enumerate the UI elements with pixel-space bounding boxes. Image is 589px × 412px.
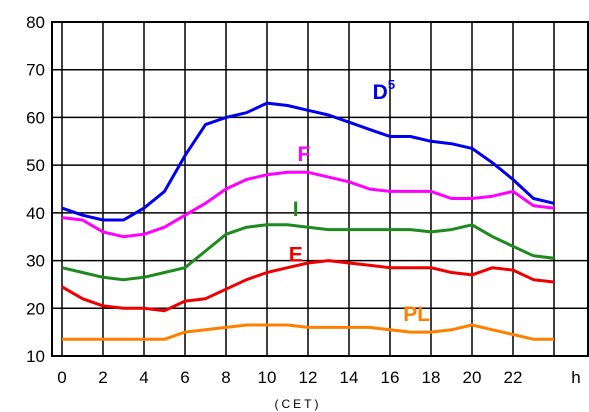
x-tick-label: 8 bbox=[221, 368, 230, 387]
x-tick-label: 12 bbox=[299, 368, 318, 387]
y-tick-label: 70 bbox=[26, 61, 45, 80]
x-axis-unit-label: h bbox=[571, 368, 580, 387]
x-axis-label: (CET) bbox=[275, 397, 322, 411]
series-line-i bbox=[61, 223, 555, 282]
x-tick-label: 16 bbox=[381, 368, 400, 387]
y-tick-label: 40 bbox=[26, 204, 45, 223]
y-tick-label: 30 bbox=[26, 252, 45, 271]
series-line-f bbox=[61, 170, 555, 239]
x-tick-label: 18 bbox=[422, 368, 441, 387]
series-lines bbox=[61, 101, 555, 341]
y-tick-label: 80 bbox=[26, 13, 45, 32]
series-label-d: D5 bbox=[373, 77, 395, 104]
x-axis-ticks: 0 2 4 6 8 10 12 14 16 18 20 22 bbox=[57, 368, 522, 387]
series-label-pl: PL bbox=[403, 303, 430, 326]
x-tick-label: 4 bbox=[139, 368, 148, 387]
grid bbox=[51, 21, 589, 357]
series-label-e: E bbox=[289, 243, 303, 266]
x-tick-label: 10 bbox=[258, 368, 277, 387]
x-tick-label: 14 bbox=[340, 368, 359, 387]
series-line-e bbox=[61, 259, 555, 313]
series-line-d bbox=[61, 101, 555, 222]
y-tick-label: 20 bbox=[26, 299, 45, 318]
series-label-i: I bbox=[293, 198, 299, 221]
x-tick-label: 6 bbox=[180, 368, 189, 387]
series-label-f: F bbox=[297, 143, 310, 166]
x-tick-label: 0 bbox=[57, 368, 66, 387]
series-labels: D5 F IE PL bbox=[289, 77, 431, 326]
series-line-pl bbox=[62, 323, 554, 341]
y-tick-label: 10 bbox=[26, 347, 45, 366]
x-tick-label: 22 bbox=[504, 368, 523, 387]
y-tick-label: 60 bbox=[26, 108, 45, 127]
x-tick-label: 20 bbox=[463, 368, 482, 387]
x-tick-label: 2 bbox=[98, 368, 107, 387]
y-axis-ticks: 10 20 30 40 50 60 70 80 bbox=[26, 13, 45, 366]
plot-frame bbox=[51, 21, 589, 357]
y-tick-label: 50 bbox=[26, 156, 45, 175]
